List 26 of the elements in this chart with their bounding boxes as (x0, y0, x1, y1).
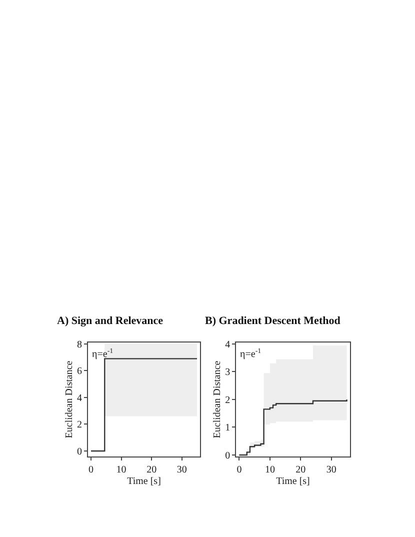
x-tick-label: 0 (236, 464, 242, 476)
y-axis-title: Euclidean Distance (212, 360, 224, 438)
x-tick-label: 20 (296, 464, 306, 476)
y-tick-label: 2 (76, 420, 82, 431)
x-tick-label: 30 (176, 464, 187, 476)
y-tick-label: 4 (225, 340, 230, 351)
x-axis-title: Time [s] (276, 476, 310, 487)
y-tick-label: 0 (76, 446, 82, 458)
annotation: η=e$^{-1}$ (92, 347, 114, 360)
chart-title: B) Gradient Descent Method (205, 315, 340, 327)
x-tick-label: 30 (326, 464, 336, 476)
y-tick-label: 3 (225, 367, 230, 378)
y-tick-label: 0 (225, 450, 230, 462)
y-tick-label: 8 (76, 339, 82, 350)
x-tick-label: 0 (88, 464, 94, 476)
chart-title: A) Sign and Relevance (57, 315, 164, 327)
y-tick-label: 2 (225, 394, 230, 406)
x-axis-title: Time [s] (127, 476, 161, 487)
y-tick-label: 4 (76, 392, 82, 404)
annotation: η=e$^{-1}$ (240, 347, 262, 360)
y-tick-label: 1 (225, 422, 230, 434)
y-axis-title: Euclidean Distance (64, 360, 75, 438)
x-tick-label: 10 (264, 464, 275, 476)
x-tick-label: 20 (146, 464, 157, 476)
x-tick-label: 10 (116, 464, 126, 476)
y-tick-label: 6 (76, 366, 82, 378)
